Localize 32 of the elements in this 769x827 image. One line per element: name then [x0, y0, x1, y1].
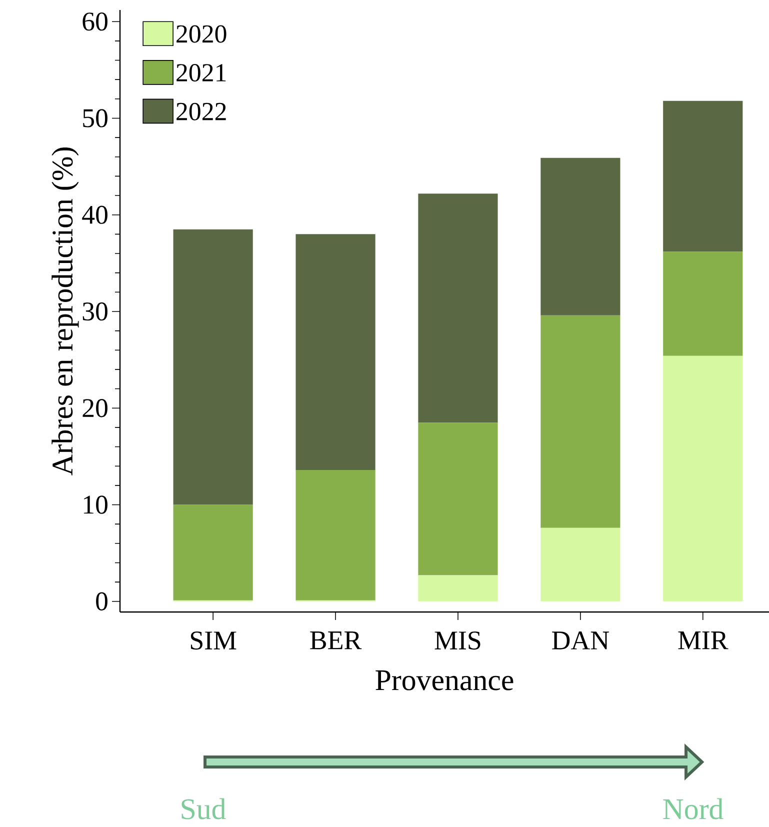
- y-tick-label: 20: [82, 399, 108, 418]
- bar: [418, 422, 498, 576]
- y-tick-label: 10: [84, 496, 108, 514]
- bar: [296, 470, 376, 600]
- bar: [663, 356, 743, 602]
- y-tick-label: 0: [96, 592, 108, 610]
- x-tick-label: SIM: [190, 632, 236, 650]
- bar: [173, 229, 253, 505]
- y-tick-label: 40: [82, 206, 108, 224]
- x-tick-label: MIS: [434, 632, 480, 650]
- x-axis-title: Provenance: [376, 670, 514, 690]
- x-tick-label: MIR: [678, 632, 728, 650]
- y-tick-label: 30: [82, 302, 108, 321]
- x-tick-label: DAN: [552, 632, 609, 650]
- y-tick-label: 60: [82, 12, 108, 31]
- y-axis-title: Arbres en reproduction (%): [52, 148, 79, 476]
- bar: [663, 252, 743, 356]
- bar: [418, 194, 498, 423]
- y-tick-label: 50: [83, 109, 108, 128]
- bar: [663, 100, 743, 252]
- bar: [540, 315, 620, 528]
- text: Nord: [663, 798, 724, 820]
- text: Sud: [182, 798, 226, 820]
- legend-label: 2021: [176, 64, 226, 82]
- bar: [540, 158, 620, 316]
- bar: [418, 575, 498, 602]
- bar: [296, 234, 376, 470]
- bar: [540, 528, 620, 602]
- legend-label: 2020: [176, 25, 226, 43]
- legend-label: 2022: [176, 102, 226, 120]
- bar: [173, 504, 253, 600]
- x-tick-label: BER: [310, 632, 362, 650]
